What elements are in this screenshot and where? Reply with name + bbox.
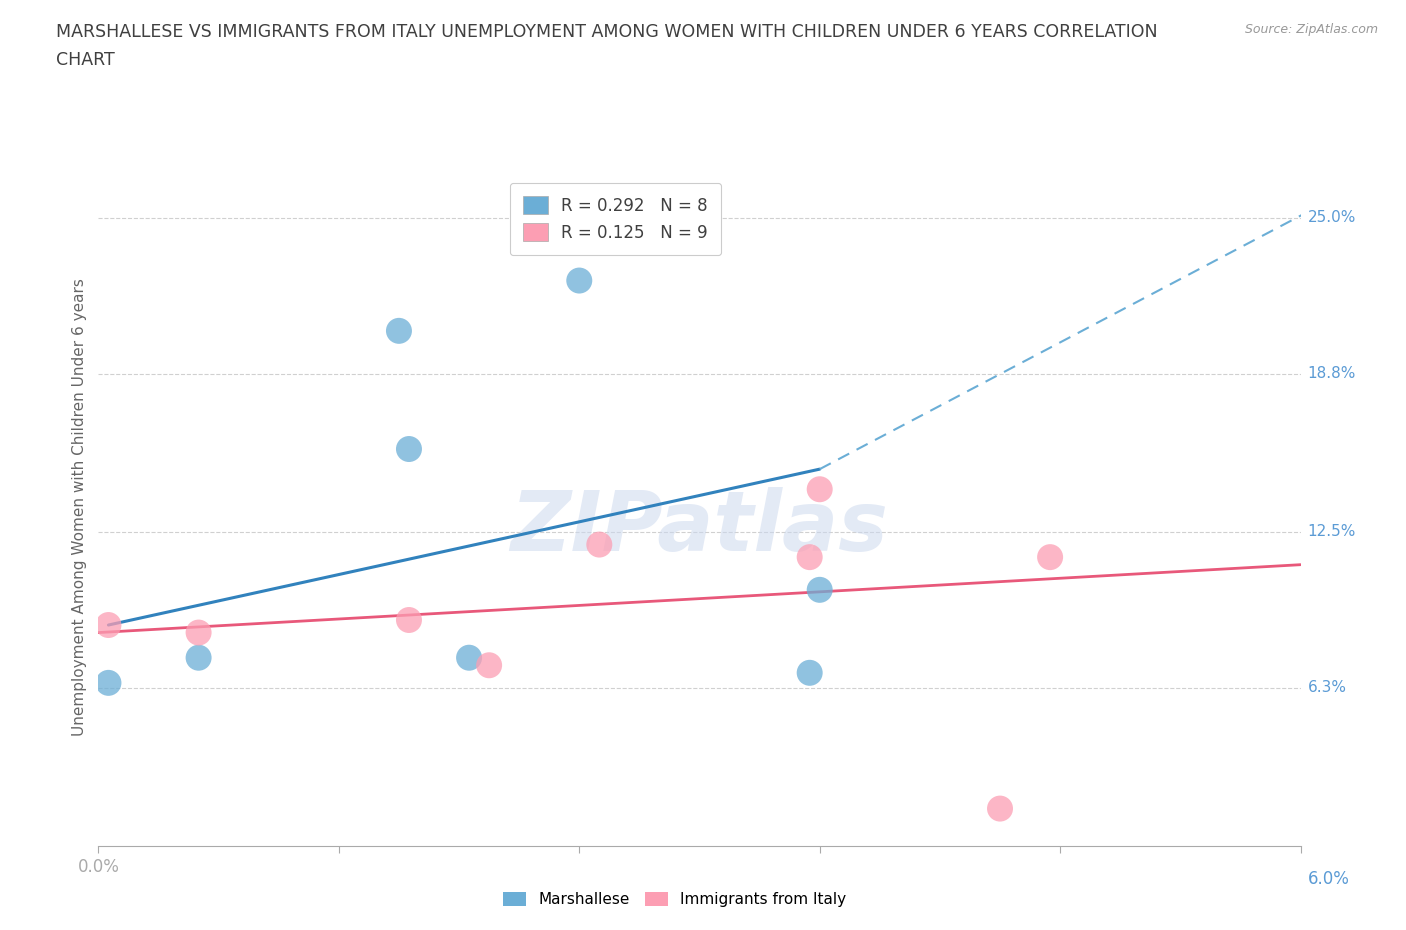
Text: Source: ZipAtlas.com: Source: ZipAtlas.com bbox=[1244, 23, 1378, 36]
Point bbox=[799, 550, 821, 565]
Legend: Marshallese, Immigrants from Italy: Marshallese, Immigrants from Italy bbox=[498, 885, 852, 913]
Point bbox=[1039, 550, 1062, 565]
Y-axis label: Unemployment Among Women with Children Under 6 years: Unemployment Among Women with Children U… bbox=[72, 278, 87, 736]
Text: 6.0%: 6.0% bbox=[1308, 870, 1350, 887]
Text: ZIPatlas: ZIPatlas bbox=[510, 486, 889, 567]
Text: CHART: CHART bbox=[56, 51, 115, 69]
Point bbox=[478, 658, 501, 672]
Point bbox=[799, 665, 821, 680]
Text: 6.3%: 6.3% bbox=[1308, 681, 1347, 696]
Point bbox=[458, 650, 481, 665]
Point bbox=[808, 482, 831, 497]
Point bbox=[568, 273, 591, 288]
Point bbox=[187, 625, 209, 640]
Point bbox=[988, 801, 1011, 816]
Point bbox=[398, 613, 420, 628]
Text: 12.5%: 12.5% bbox=[1308, 525, 1355, 539]
Point bbox=[808, 582, 831, 597]
Point bbox=[398, 442, 420, 457]
Legend: R = 0.292   N = 8, R = 0.125   N = 9: R = 0.292 N = 8, R = 0.125 N = 9 bbox=[509, 182, 721, 255]
Text: MARSHALLESE VS IMMIGRANTS FROM ITALY UNEMPLOYMENT AMONG WOMEN WITH CHILDREN UNDE: MARSHALLESE VS IMMIGRANTS FROM ITALY UNE… bbox=[56, 23, 1159, 41]
Point bbox=[187, 650, 209, 665]
Point bbox=[97, 618, 120, 632]
Text: 18.8%: 18.8% bbox=[1308, 366, 1355, 381]
Point bbox=[588, 538, 610, 552]
Point bbox=[97, 675, 120, 690]
Point bbox=[388, 324, 411, 339]
Text: 25.0%: 25.0% bbox=[1308, 210, 1355, 225]
